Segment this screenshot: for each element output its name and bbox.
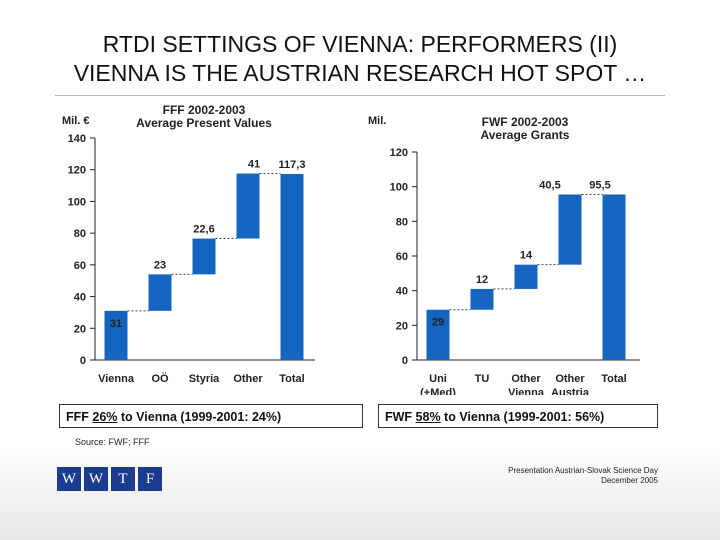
fwf-box-pre: FWF [385, 410, 416, 424]
fff-category-label-5: Total [279, 373, 304, 385]
fwf-category-label-3: Vienna [508, 387, 545, 395]
fff-y-tick-label: 60 [74, 260, 86, 272]
fwf-y-tick-label: 120 [390, 147, 408, 159]
fwf-bar-4 [558, 194, 582, 265]
fff-value-label-2: 23 [154, 259, 166, 271]
fwf-category-label-5: Total [601, 373, 626, 385]
title-line-2: VIENNA IS THE AUSTRIAN RESEARCH HOT SPOT… [73, 60, 647, 86]
footer-band [0, 448, 720, 540]
fwf-title-line-2: Average Grants [481, 128, 570, 142]
fff-category-label-2: OÖ [151, 372, 169, 385]
title-divider [55, 95, 665, 96]
fff-value-label-4: 41 [248, 159, 260, 171]
fff-bar-1 [104, 310, 128, 360]
logo-letter-4: F [138, 467, 162, 491]
fff-bar-3 [192, 238, 216, 275]
fff-box-post: to Vienna (1999-2001: 24%) [117, 410, 282, 424]
fff-y-tick-label: 140 [68, 133, 86, 145]
fff-y-tick-label: 80 [74, 228, 86, 240]
fwf-category-label-2: TU [475, 373, 490, 385]
fwf-bar-5 [602, 194, 626, 360]
fwf-y-tick-label: 80 [396, 216, 408, 228]
fwf-box-post: to Vienna (1999-2001: 56%) [440, 410, 605, 424]
wwtf-logo: W W T F [57, 467, 162, 491]
fwf-bar-3 [514, 264, 538, 289]
fff-category-label-1: Vienna [98, 373, 135, 385]
fwf-ylabel: Mil. [368, 115, 386, 127]
fwf-bar-2 [470, 288, 494, 310]
fwf-category-label-1: (+Med) [420, 387, 456, 395]
fff-title-line-2: Average Present Values [136, 116, 272, 130]
fwf-y-tick-label: 0 [402, 355, 408, 367]
fwf-value-label-3: 14 [520, 250, 533, 262]
fwf-category-label-3: Other [511, 373, 541, 385]
fwf-category-label-1: Uni [429, 373, 447, 385]
fff-category-label-4: Other [233, 373, 263, 385]
fwf-value-label-1: 29 [432, 317, 444, 329]
fff-value-label-5: 117,3 [279, 159, 306, 171]
fff-box-pre: FFF [66, 410, 93, 424]
fff-y-tick-label: 100 [68, 196, 86, 208]
title-line-1: RTDI SETTINGS OF VIENNA: PERFORMERS (II) [102, 31, 618, 57]
fff-title-line-1: FFF 2002-2003 [163, 103, 246, 117]
fwf-y-tick-label: 40 [396, 286, 408, 298]
slide-title: RTDI SETTINGS OF VIENNA: PERFORMERS (II)… [0, 30, 720, 88]
source-note: Source: FWF; FFF [75, 437, 150, 447]
fff-y-tick-label: 120 [68, 165, 86, 177]
fff-box-pct: 26% [92, 410, 118, 424]
fff-bar-4 [236, 173, 260, 239]
fwf-y-tick-label: 100 [390, 182, 408, 194]
fff-ylabel: Mil. € [62, 115, 90, 127]
fwf-box-pct: 58% [415, 410, 441, 424]
fwf-value-label-2: 12 [476, 274, 488, 286]
logo-letter-2: W [84, 467, 108, 491]
fff-y-tick-label: 20 [74, 323, 86, 335]
fwf-vienna-share-box: FWF 58% to Vienna (1999-2001: 56%) [378, 404, 658, 428]
fff-bar-5 [280, 173, 304, 360]
fff-bar-2 [148, 274, 172, 311]
logo-letter-1: W [57, 467, 81, 491]
fff-value-label-3: 22,6 [193, 224, 214, 236]
presentation-date: December 2005 [601, 476, 658, 485]
fwf-category-label-4: Other [555, 373, 585, 385]
fff-category-label-3: Styria [189, 373, 220, 385]
fff-value-label-1: 31 [110, 318, 122, 330]
fwf-y-tick-label: 60 [396, 251, 408, 263]
presentation-info: Presentation Austrian-Slovak Science Day… [508, 466, 658, 486]
fwf-title-line-1: FWF 2002-2003 [482, 115, 569, 129]
fwf-category-label-4: Austria [551, 387, 590, 395]
fff-y-tick-label: 40 [74, 292, 86, 304]
logo-letter-3: T [111, 467, 135, 491]
fwf-value-label-5: 95,5 [589, 179, 610, 191]
fwf-y-tick-label: 20 [396, 320, 408, 332]
fff-y-tick-label: 0 [80, 355, 86, 367]
fff-vienna-share-box: FFF 26% to Vienna (1999-2001: 24%) [59, 404, 363, 428]
presentation-name: Presentation Austrian-Slovak Science Day [508, 466, 658, 475]
fwf-value-label-4: 40,5 [539, 179, 560, 191]
fwf-bar-1 [426, 309, 450, 360]
